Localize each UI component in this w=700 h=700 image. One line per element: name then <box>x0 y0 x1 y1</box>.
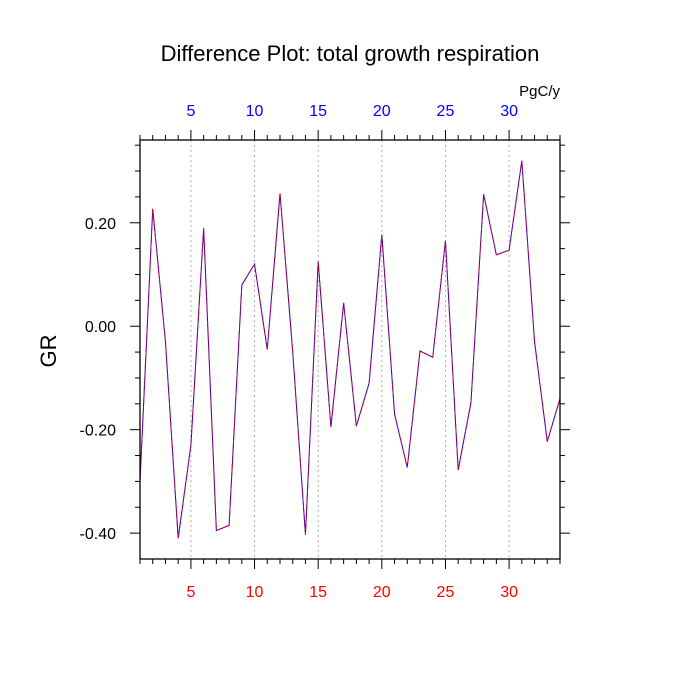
x-tick-label-top: 20 <box>373 103 391 120</box>
x-tick-label-top: 10 <box>246 103 264 120</box>
series-line-red-dashed <box>139 160 561 539</box>
x-tick-label-top: 25 <box>437 103 455 120</box>
x-tick-label-top: 30 <box>500 103 518 120</box>
axis-ticks <box>130 130 570 569</box>
x-tick-label-bottom: 15 <box>309 584 327 601</box>
series-line-blue <box>139 160 561 539</box>
y-axis-label: GR <box>36 335 61 368</box>
y-tick-label: -0.20 <box>80 423 117 440</box>
y-tick-label: 0.00 <box>85 319 116 336</box>
y-tick-label: 0.20 <box>85 216 116 233</box>
chart-title: Difference Plot: total growth respiratio… <box>161 41 540 66</box>
x-tick-label-bottom: 30 <box>500 584 518 601</box>
units-label: PgC/y <box>519 83 560 100</box>
x-tick-label-bottom: 25 <box>437 584 455 601</box>
x-tick-label-top: 5 <box>186 103 195 120</box>
x-tick-label-bottom: 5 <box>186 584 195 601</box>
x-tick-label-bottom: 20 <box>373 584 391 601</box>
plot-frame <box>139 139 561 560</box>
y-tick-label: -0.40 <box>80 526 117 543</box>
x-tick-label-bottom: 10 <box>246 584 264 601</box>
data-series <box>139 160 561 539</box>
tick-labels: 5 5 10 10 15 15 20 20 25 25 30 30 -0.40 -0.20 0.00 0.20 <box>80 103 519 601</box>
x-tick-label-top: 15 <box>309 103 327 120</box>
